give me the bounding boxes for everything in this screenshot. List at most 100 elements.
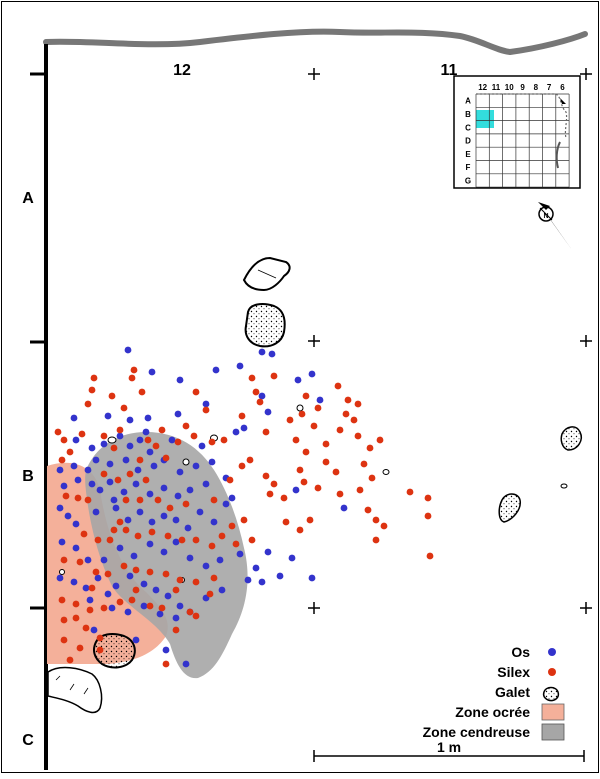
flint-point bbox=[292, 436, 300, 444]
bone-point bbox=[88, 444, 96, 452]
flint-point bbox=[84, 496, 92, 504]
flint-point bbox=[300, 478, 308, 486]
bone-point bbox=[140, 602, 148, 610]
bone-point bbox=[162, 646, 170, 654]
bone-point bbox=[340, 504, 348, 512]
flint-point bbox=[336, 426, 344, 434]
flint-point bbox=[270, 480, 278, 488]
bone-point bbox=[168, 436, 176, 444]
legend-ochre-label: Zone ocrée bbox=[455, 704, 530, 720]
bone-point bbox=[150, 462, 158, 470]
flint-point bbox=[86, 606, 94, 614]
bone-point bbox=[148, 518, 156, 526]
flint-point bbox=[354, 432, 362, 440]
bone-point bbox=[70, 414, 78, 422]
bone-point bbox=[146, 490, 154, 498]
flint-point bbox=[146, 602, 154, 610]
bone-point bbox=[198, 442, 206, 450]
flint-point bbox=[248, 374, 256, 382]
flint-point bbox=[270, 372, 278, 380]
inset-column-label: 12 bbox=[478, 83, 487, 92]
flint-point bbox=[380, 522, 388, 530]
inset-column-label: 7 bbox=[547, 83, 552, 92]
bone-point bbox=[106, 478, 114, 486]
flint-point bbox=[162, 570, 170, 578]
flint-point bbox=[360, 460, 368, 468]
inset-cave-edge bbox=[555, 141, 561, 169]
flint-point bbox=[94, 536, 102, 544]
flint-point bbox=[158, 604, 166, 612]
bone-point bbox=[184, 524, 192, 532]
bone-point bbox=[196, 508, 204, 516]
bone-point bbox=[130, 552, 138, 560]
flint-point bbox=[88, 584, 96, 592]
flint-point bbox=[202, 406, 210, 414]
flint-point bbox=[296, 526, 304, 534]
flint-point bbox=[60, 616, 68, 624]
flint-point bbox=[192, 536, 200, 544]
inset-row-label: F bbox=[466, 163, 471, 172]
bone-point bbox=[70, 462, 78, 470]
bone-point bbox=[112, 582, 120, 590]
scale-label: 1 m bbox=[437, 739, 461, 755]
inset-column-label: 11 bbox=[492, 83, 501, 92]
bone-point bbox=[124, 346, 132, 354]
flint-point bbox=[376, 436, 384, 444]
bone-point bbox=[136, 436, 144, 444]
bone-point bbox=[146, 448, 154, 456]
bone-point bbox=[58, 538, 66, 546]
flint-point bbox=[218, 532, 226, 540]
bone-point bbox=[212, 366, 220, 374]
bone-point bbox=[160, 484, 168, 492]
bone-point bbox=[84, 556, 92, 564]
flint-point bbox=[310, 422, 318, 430]
flint-point bbox=[232, 540, 240, 548]
bone-point bbox=[232, 428, 240, 436]
bone-point bbox=[84, 466, 92, 474]
bone-point bbox=[70, 578, 78, 586]
flint-point bbox=[92, 568, 100, 576]
bone-point bbox=[252, 564, 260, 572]
bone-point bbox=[64, 512, 72, 520]
bone-point bbox=[132, 480, 140, 488]
bone-point bbox=[90, 626, 98, 634]
flint-point bbox=[314, 484, 322, 492]
flint-point bbox=[182, 422, 190, 430]
inset-highlight-cell bbox=[476, 110, 494, 128]
bone-point bbox=[86, 596, 94, 604]
flint-point bbox=[178, 536, 186, 544]
bone-point bbox=[264, 548, 272, 556]
scale-bar: 1 m bbox=[313, 739, 585, 762]
bone-point bbox=[110, 496, 118, 504]
flint-point bbox=[342, 410, 350, 418]
flint-point bbox=[306, 516, 314, 524]
inset-row-label: B bbox=[465, 110, 471, 119]
bone-point bbox=[72, 520, 80, 528]
inset-column-label: 9 bbox=[520, 83, 525, 92]
flint-point bbox=[100, 470, 108, 478]
inset-column-label: 8 bbox=[534, 83, 539, 92]
bone-point bbox=[100, 556, 108, 564]
inset-row-label: G bbox=[465, 176, 471, 185]
inset-column-label: 10 bbox=[505, 83, 514, 92]
flint-point bbox=[138, 388, 146, 396]
flint-point bbox=[104, 570, 112, 578]
bone-point bbox=[124, 516, 132, 524]
bone-point bbox=[152, 586, 160, 594]
flint-point bbox=[322, 458, 330, 466]
flint-point bbox=[162, 454, 170, 462]
flint-point bbox=[210, 496, 218, 504]
flint-point bbox=[296, 466, 304, 474]
flint-point bbox=[100, 604, 108, 612]
flint-point bbox=[96, 634, 104, 642]
flint-point bbox=[174, 438, 182, 446]
bone-point bbox=[308, 370, 316, 378]
bone-point bbox=[108, 604, 116, 612]
flint-point bbox=[164, 532, 172, 540]
legend-ochre-swatch bbox=[541, 703, 565, 721]
flint-point bbox=[58, 456, 66, 464]
bone-point bbox=[56, 466, 64, 474]
bone-point bbox=[264, 408, 272, 416]
row-label-a: A bbox=[22, 190, 34, 207]
